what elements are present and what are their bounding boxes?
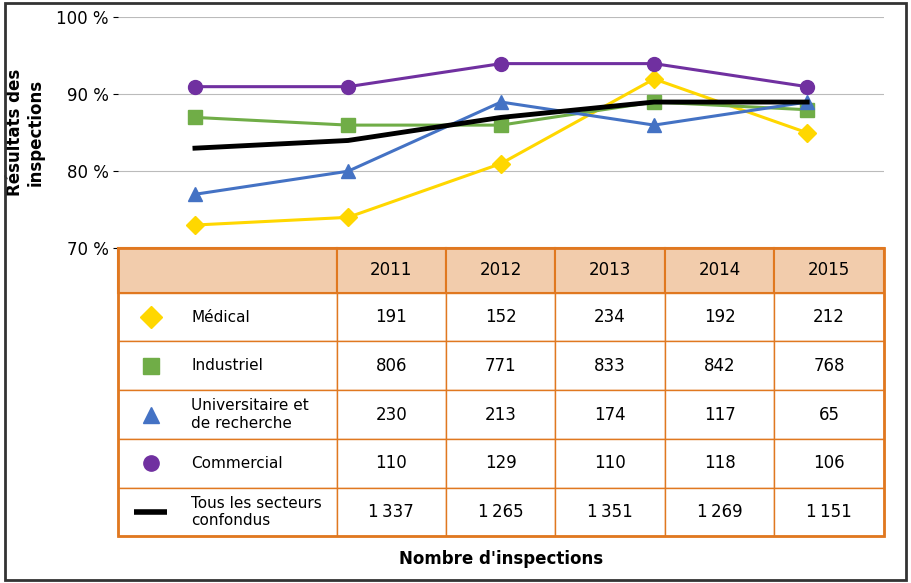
Bar (556, 293, 665, 342)
Bar (446, 293, 556, 342)
Bar (665, 487, 774, 536)
Text: 110: 110 (594, 454, 626, 472)
Bar (118, 342, 336, 390)
Bar (665, 439, 774, 487)
Bar (118, 293, 336, 342)
Text: Tous les secteurs
confondus: Tous les secteurs confondus (191, 496, 322, 528)
Text: 806: 806 (375, 357, 407, 375)
Text: 1 351: 1 351 (588, 503, 633, 521)
Text: 174: 174 (594, 406, 626, 424)
Bar (118, 487, 336, 536)
Bar (446, 439, 556, 487)
Text: 842: 842 (703, 357, 735, 375)
Text: 768: 768 (814, 357, 844, 375)
Bar (556, 439, 665, 487)
Text: Nombre d'inspections: Nombre d'inspections (399, 550, 603, 568)
Text: 192: 192 (703, 308, 735, 326)
Text: 2012: 2012 (479, 261, 522, 279)
Text: 1 269: 1 269 (697, 503, 742, 521)
Text: 1 151: 1 151 (806, 503, 852, 521)
Bar (774, 439, 884, 487)
Bar (774, 342, 884, 390)
Text: 213: 213 (485, 406, 517, 424)
Text: 65: 65 (818, 406, 839, 424)
Text: Médical: Médical (191, 310, 250, 325)
Bar (774, 248, 884, 293)
Text: 1 265: 1 265 (478, 503, 524, 521)
Text: 191: 191 (375, 308, 407, 326)
Bar (336, 487, 446, 536)
Text: 110: 110 (375, 454, 407, 472)
Text: 2014: 2014 (699, 261, 741, 279)
Bar (665, 390, 774, 439)
Bar (774, 390, 884, 439)
Text: 106: 106 (814, 454, 844, 472)
Text: 2011: 2011 (370, 261, 413, 279)
Text: 117: 117 (703, 406, 735, 424)
Text: 230: 230 (375, 406, 407, 424)
Bar (556, 248, 665, 293)
Text: 771: 771 (485, 357, 517, 375)
Bar (774, 293, 884, 342)
Text: Universitaire et
de recherche: Universitaire et de recherche (191, 398, 309, 431)
Text: Commercial: Commercial (191, 456, 282, 471)
Y-axis label: Résultats des
inspections: Résultats des inspections (6, 69, 46, 196)
Bar (336, 439, 446, 487)
Text: 212: 212 (813, 308, 844, 326)
Bar (556, 390, 665, 439)
Bar (336, 390, 446, 439)
Bar (665, 342, 774, 390)
Text: 1 337: 1 337 (368, 503, 415, 521)
Bar (446, 342, 556, 390)
Bar (665, 293, 774, 342)
Text: 152: 152 (485, 308, 517, 326)
Bar (446, 248, 556, 293)
Bar (118, 248, 336, 293)
Bar (556, 342, 665, 390)
Text: 2015: 2015 (808, 261, 850, 279)
Bar (446, 390, 556, 439)
Text: 234: 234 (594, 308, 626, 326)
Text: Industriel: Industriel (191, 359, 263, 373)
Bar (774, 487, 884, 536)
Text: 2013: 2013 (589, 261, 631, 279)
Bar (665, 248, 774, 293)
Bar (336, 342, 446, 390)
Bar (446, 487, 556, 536)
Bar (118, 439, 336, 487)
Text: 833: 833 (594, 357, 626, 375)
Text: 118: 118 (703, 454, 735, 472)
Bar (336, 293, 446, 342)
Bar (118, 390, 336, 439)
Bar (336, 248, 446, 293)
Text: 129: 129 (485, 454, 517, 472)
Bar (556, 487, 665, 536)
